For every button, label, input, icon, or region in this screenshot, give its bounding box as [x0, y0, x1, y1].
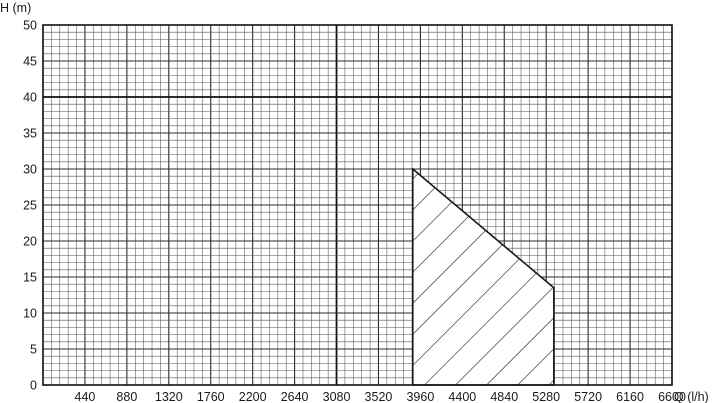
x-tick-label: 5720 — [574, 390, 602, 403]
y-tick-label: 30 — [23, 163, 37, 177]
x-tick-label: 4840 — [490, 390, 518, 403]
y-tick-label: 5 — [30, 343, 37, 357]
x-tick-label: 3520 — [365, 390, 393, 403]
y-tick-label: 25 — [23, 199, 37, 213]
x-tick-label: 2200 — [239, 390, 267, 403]
x-tick-label: 880 — [116, 390, 137, 403]
x-tick-label: 3080 — [323, 390, 351, 403]
y-tick-label: 0 — [30, 379, 37, 393]
y-tick-label: 50 — [23, 19, 37, 33]
x-tick-label: 6160 — [616, 390, 644, 403]
x-tick-label: 440 — [75, 390, 96, 403]
x-tick-label: 2640 — [281, 390, 309, 403]
y-tick-label: 20 — [23, 235, 37, 249]
y-tick-labels: 0 5 10 15 20 25 30 35 40 45 50 — [23, 19, 37, 393]
y-tick-label: 45 — [23, 55, 37, 69]
plot-frame — [42, 24, 673, 386]
plot-border — [42, 24, 673, 386]
y-tick-label: 15 — [23, 271, 37, 285]
y-tick-label: 10 — [23, 307, 37, 321]
x-axis-label: Q (l/h) — [674, 390, 709, 403]
x-tick-label: 5280 — [532, 390, 560, 403]
y-tick-label: 40 — [23, 91, 37, 105]
x-tick-label: 4400 — [448, 390, 476, 403]
x-tick-label: 6600 — [658, 390, 686, 403]
series-area-hatched — [411, 167, 555, 386]
x-tick-labels: 440 880 1320 1760 2200 2640 3080 3520 3960 4400 48… — [75, 390, 686, 403]
series-area — [411, 167, 555, 386]
x-tick-label: 3960 — [406, 390, 434, 403]
x-tick-label: 1320 — [155, 390, 183, 403]
grid — [42, 24, 673, 386]
y-axis-label: H (m) — [0, 1, 31, 15]
y-tick-label: 35 — [23, 127, 37, 141]
x-tick-label: 1760 — [197, 390, 225, 403]
